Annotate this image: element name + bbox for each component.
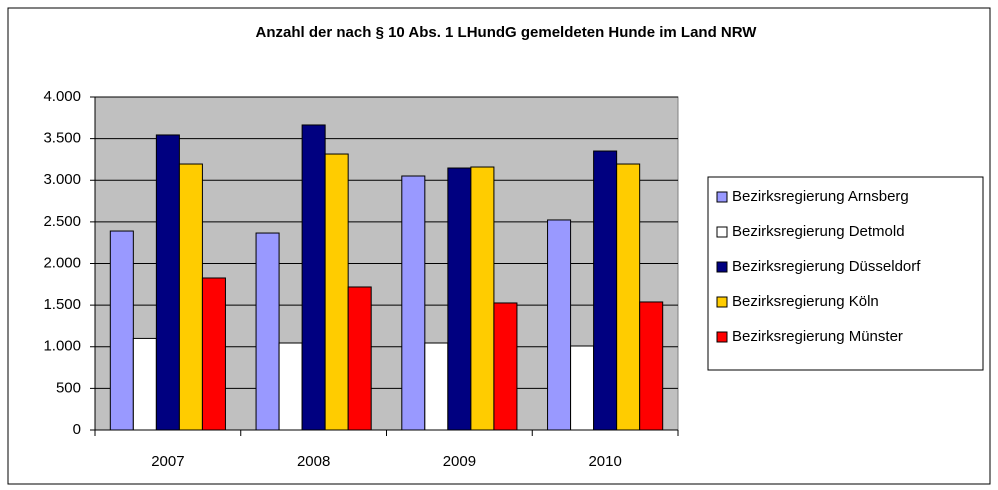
bar bbox=[493, 302, 518, 431]
y-tick-label: 0 bbox=[73, 421, 81, 438]
chart-title: Anzahl der nach § 10 Abs. 1 LHundG gemel… bbox=[256, 24, 758, 41]
y-tick-label: 1.500 bbox=[43, 296, 81, 313]
bar bbox=[547, 219, 572, 431]
legend-swatch bbox=[716, 261, 728, 273]
bar bbox=[324, 153, 349, 431]
bar bbox=[447, 167, 472, 431]
bar bbox=[278, 342, 303, 431]
legend-swatch bbox=[716, 226, 728, 238]
bar bbox=[639, 301, 664, 431]
bar bbox=[570, 345, 595, 431]
y-tick-label: 3.500 bbox=[43, 130, 81, 147]
bar bbox=[155, 134, 180, 431]
bar bbox=[301, 124, 326, 431]
bar bbox=[109, 230, 134, 431]
y-tick-label: 3.000 bbox=[43, 171, 81, 188]
bar bbox=[593, 150, 618, 431]
bar bbox=[132, 337, 157, 431]
bar bbox=[255, 232, 280, 431]
bar bbox=[470, 166, 495, 431]
x-tick-label: 2009 bbox=[443, 453, 476, 470]
bar bbox=[616, 163, 641, 431]
x-tick-label: 2010 bbox=[588, 453, 621, 470]
y-tick-label: 1.000 bbox=[43, 338, 81, 355]
bar bbox=[401, 175, 426, 431]
x-tick-label: 2008 bbox=[297, 453, 330, 470]
legend-swatch bbox=[716, 331, 728, 343]
legend-label: Bezirksregierung Detmold bbox=[732, 223, 905, 240]
x-tick-label: 2007 bbox=[151, 453, 184, 470]
legend-label: Bezirksregierung Düsseldorf bbox=[732, 258, 921, 275]
legend-swatch bbox=[716, 296, 728, 308]
y-tick-label: 4.000 bbox=[43, 88, 81, 105]
bar bbox=[201, 277, 226, 431]
y-tick-label: 500 bbox=[56, 379, 81, 396]
bar bbox=[347, 286, 372, 431]
legend-label: Bezirksregierung Münster bbox=[732, 328, 903, 345]
legend-label: Bezirksregierung Arnsberg bbox=[732, 188, 909, 205]
y-tick-label: 2.000 bbox=[43, 254, 81, 271]
bar bbox=[178, 163, 203, 431]
bar bbox=[424, 342, 449, 431]
legend-box bbox=[707, 176, 984, 371]
legend-label: Bezirksregierung Köln bbox=[732, 293, 879, 310]
y-tick-label: 2.500 bbox=[43, 213, 81, 230]
legend-swatch bbox=[716, 191, 728, 203]
